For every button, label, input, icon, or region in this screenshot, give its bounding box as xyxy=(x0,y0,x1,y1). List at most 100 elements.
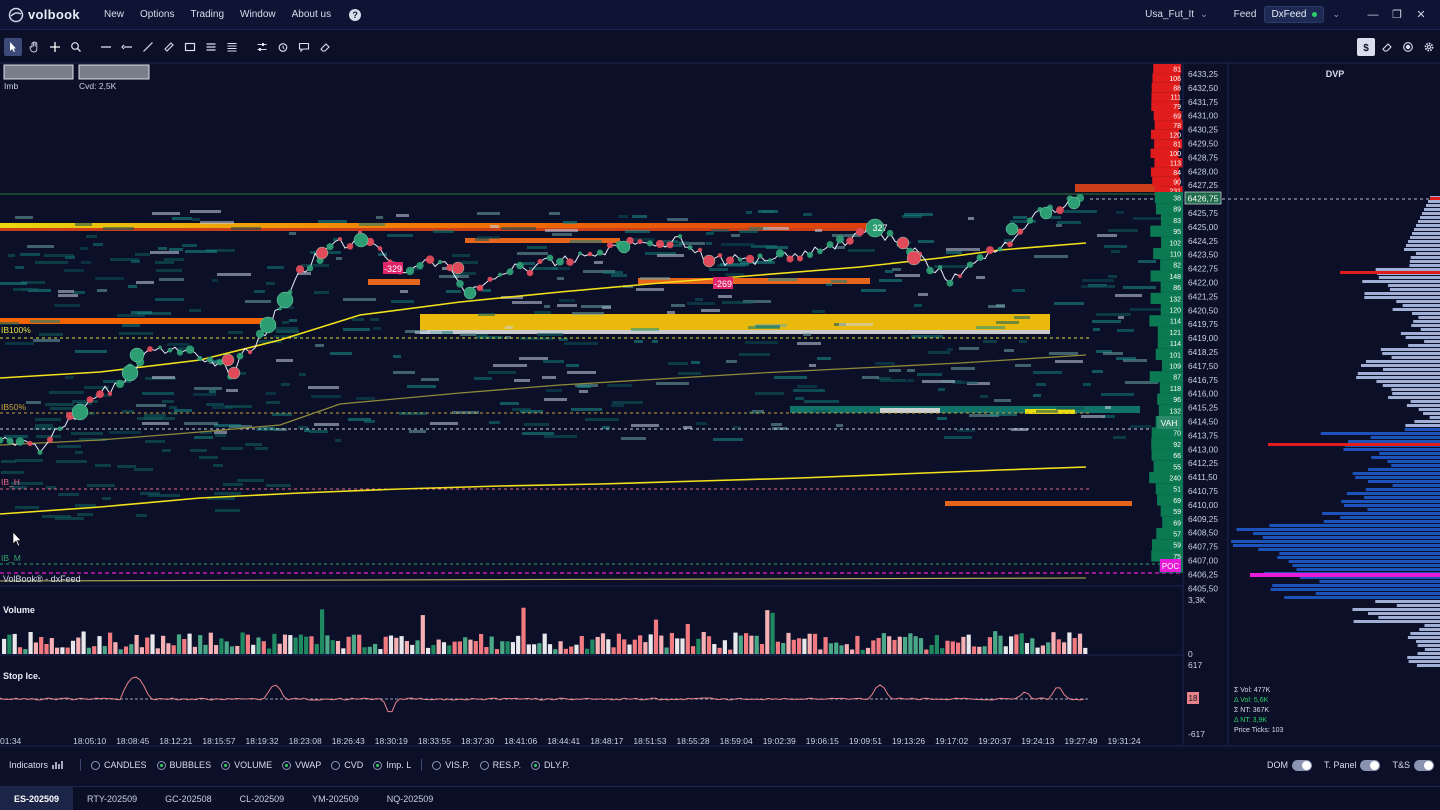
zoom-tool-icon[interactable] xyxy=(67,38,85,56)
menu-options[interactable]: Options xyxy=(140,9,175,20)
chevron-down-icon[interactable]: ⌄ xyxy=(1200,9,1208,19)
volume-bar xyxy=(516,635,521,654)
horizontal-ray-tool-icon[interactable] xyxy=(118,38,136,56)
volume-bar xyxy=(1024,642,1030,654)
bid-volume-value: 132 xyxy=(1169,296,1181,303)
heatmap-cell xyxy=(263,327,298,330)
ruler-tool-icon[interactable] xyxy=(160,38,178,56)
volume-bar xyxy=(1051,632,1056,654)
help-icon[interactable]: ? xyxy=(349,8,362,21)
volume-bar xyxy=(908,633,913,654)
toggle-vis-p[interactable]: VIS.P. xyxy=(432,760,470,770)
alarm-tool-icon[interactable] xyxy=(274,38,292,56)
dvp-volume-bar xyxy=(1344,504,1440,507)
orderflow-chart[interactable]: -329 -269 327 Imb Cvd: 2,5K IB100% IB50%… xyxy=(0,62,1440,750)
heatmap-cell xyxy=(848,249,875,252)
toggle-candles[interactable]: CANDLES xyxy=(91,760,147,770)
toggle-bubbles[interactable]: BUBBLES xyxy=(156,760,211,770)
dvp-stat: Δ Vol: 5,6K xyxy=(1234,697,1269,704)
settings-sliders-icon[interactable] xyxy=(253,38,271,56)
heatmap-cell xyxy=(722,301,753,304)
volume-bar xyxy=(155,648,160,654)
dvp-volume-bar xyxy=(1408,344,1440,347)
list-tool-icon[interactable] xyxy=(202,38,220,56)
trade-bubble xyxy=(526,269,534,277)
heatmap-cell xyxy=(81,261,91,264)
tab-ym-202509[interactable]: YM-202509 xyxy=(312,793,359,804)
record-icon[interactable] xyxy=(1399,38,1417,56)
restore-button[interactable]: ❐ xyxy=(1392,9,1402,21)
trade-bubble xyxy=(966,261,974,268)
toggle-imp-l[interactable]: Imp. L xyxy=(373,760,411,770)
heatmap-cell xyxy=(387,234,413,237)
close-button[interactable]: ✕ xyxy=(1416,9,1426,21)
data-source-label: VolBook® - dxFeed xyxy=(3,574,81,584)
feed-chevron-down-icon[interactable]: ⌄ xyxy=(1332,9,1340,19)
tab-cl-202509[interactable]: CL-202509 xyxy=(239,793,285,804)
toggle-res-p[interactable]: RES.P. xyxy=(479,760,521,770)
heatmap-cell xyxy=(489,421,500,424)
dvp-volume-bar xyxy=(1365,360,1440,363)
workspace-selector[interactable]: Usa_Fut_It xyxy=(1145,9,1195,20)
gear-icon[interactable] xyxy=(1420,38,1438,56)
ts-toggle[interactable] xyxy=(1414,759,1434,771)
menu-new[interactable]: New xyxy=(104,9,125,20)
heatmap-cell xyxy=(543,360,564,363)
minimize-button[interactable]: — xyxy=(1367,8,1379,21)
heatmap-cell xyxy=(1056,407,1084,410)
dollar-icon[interactable]: $ xyxy=(1357,38,1375,56)
toggle-vwap[interactable]: VWAP xyxy=(282,760,321,770)
trade-bubble xyxy=(446,264,454,272)
tab-nq-202509[interactable]: NQ-202509 xyxy=(386,793,434,804)
t-panel-toggle[interactable] xyxy=(1360,759,1381,771)
volume-bar xyxy=(367,646,372,654)
volume-bar xyxy=(192,646,197,654)
menu-window[interactable]: Window xyxy=(240,9,276,20)
trade-bubble xyxy=(646,240,654,247)
heatmap-cell xyxy=(343,298,376,301)
heatmap-cell xyxy=(875,362,895,365)
heatmap-cell xyxy=(951,367,975,370)
feed-selector[interactable]: DxFeed xyxy=(1264,6,1325,23)
dvp-volume-bar xyxy=(1406,244,1440,247)
comment-tool-icon[interactable] xyxy=(295,38,313,56)
trade-bubble xyxy=(566,258,574,266)
heatmap-cell xyxy=(500,402,519,405)
tab-rty-202509[interactable]: RTY-202509 xyxy=(87,793,138,804)
dvp-volume-bar xyxy=(1416,224,1440,227)
hand-tool-icon[interactable] xyxy=(25,38,43,56)
toggle-dly-p[interactable]: DLY.P. xyxy=(531,760,570,770)
heatmap-cell xyxy=(885,270,893,273)
trend-line-tool-icon[interactable] xyxy=(139,38,157,56)
lines-tool-icon[interactable] xyxy=(223,38,241,56)
tab-gc-202508[interactable]: GC-202508 xyxy=(165,793,212,804)
heatmap-cell xyxy=(206,249,235,252)
clear-eraser-icon[interactable] xyxy=(1378,38,1396,56)
toggle-cvd[interactable]: CVD xyxy=(331,760,363,770)
menu-about-us[interactable]: About us xyxy=(291,9,332,20)
price-tick-label: 6428,00 xyxy=(1188,166,1218,176)
volume-bar xyxy=(759,643,765,654)
indicators-button[interactable]: Indicators xyxy=(9,760,64,770)
heatmap-cell xyxy=(636,288,664,291)
volume-bar xyxy=(2,638,7,654)
price-tick-label: 6407,00 xyxy=(1188,556,1218,566)
heatmap-cell xyxy=(102,497,111,500)
rectangle-tool-icon[interactable] xyxy=(181,38,199,56)
large-trade-bubble xyxy=(1067,196,1081,210)
dvp-title: DVP xyxy=(1326,69,1345,79)
tab-es-202509[interactable]: ES-202509 xyxy=(0,786,74,810)
pointer-tool-icon[interactable] xyxy=(4,38,22,56)
heatmap-cell xyxy=(797,342,821,345)
dvp-volume-bar xyxy=(1424,648,1440,651)
menu-trading[interactable]: Trading xyxy=(190,9,225,20)
heatmap-cell xyxy=(907,369,915,372)
crosshair-tool-icon[interactable] xyxy=(46,38,64,56)
horizontal-line-tool-icon[interactable] xyxy=(97,38,115,56)
eraser-tool-icon[interactable] xyxy=(316,38,334,56)
dvp-volume-bar xyxy=(1253,532,1440,535)
toggle-volume[interactable]: VOLUME xyxy=(221,760,272,770)
dom-toggle[interactable] xyxy=(1291,759,1312,771)
dvp-volume-bar xyxy=(1420,216,1440,219)
price-tick-label: 6425,75 xyxy=(1188,208,1218,218)
